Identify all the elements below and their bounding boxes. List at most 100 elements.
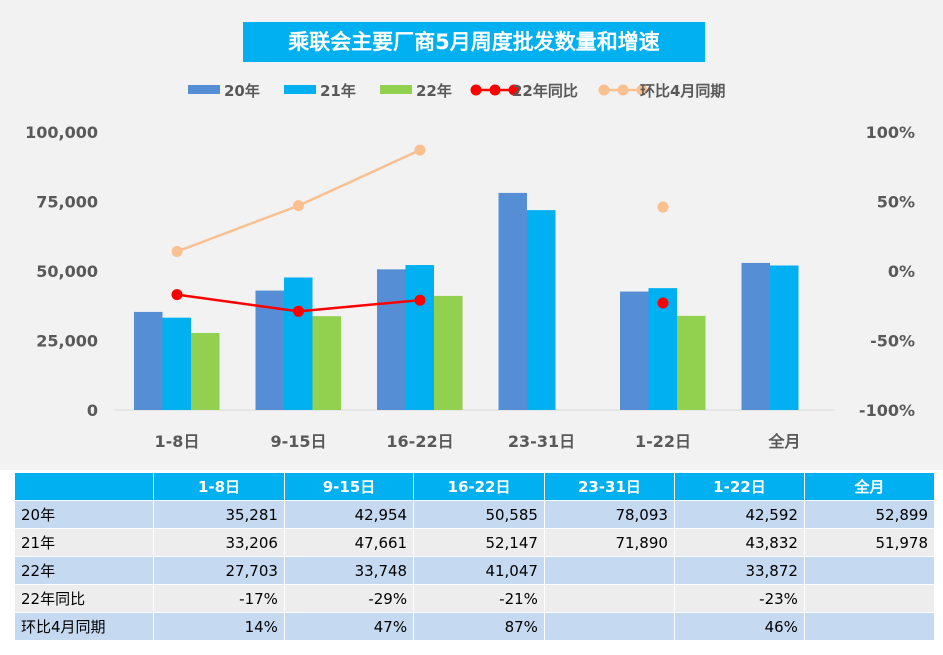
legend-marker-22年同比 — [470, 84, 482, 96]
bar-20年 — [741, 262, 770, 410]
legend-marker-环比4月同期 — [636, 84, 648, 96]
bar-21年 — [527, 210, 556, 410]
bar-21年 — [770, 265, 799, 410]
table-cell: -17% — [153, 584, 285, 613]
x-tick-label: 23-31日 — [508, 432, 575, 451]
bar-20年 — [377, 269, 406, 410]
table-header-row: 1-8日 9-15日 16-22日 23-31日 1-22日 全月 — [13, 472, 936, 501]
right-tick-label: 100% — [866, 123, 915, 142]
legend-swatch-21年 — [284, 85, 316, 94]
table-cell: 52,899 — [803, 500, 936, 529]
table-cell: 33,748 — [283, 556, 415, 585]
column-header: 1-22日 — [673, 472, 805, 501]
table-cell — [543, 556, 675, 585]
row-label: 22年 — [13, 556, 155, 585]
table-cell: 33,206 — [153, 528, 285, 557]
legend-label: 20年 — [224, 82, 260, 100]
table-cell: 78,093 — [543, 500, 675, 529]
table-row: 22年 27,703 33,748 41,047 33,872 — [13, 556, 936, 585]
point-22年同比 — [293, 305, 304, 317]
left-tick-label: 0 — [87, 401, 98, 420]
bar-20年 — [498, 192, 527, 410]
right-tick-label: -50% — [870, 332, 915, 351]
x-tick-label: 16-22日 — [386, 432, 453, 451]
x-tick-label: 1-22日 — [635, 432, 691, 451]
right-tick-label: 0% — [888, 262, 915, 281]
bar-20年 — [620, 291, 649, 410]
table-cell: -29% — [283, 584, 415, 613]
table-cell: -23% — [673, 584, 805, 613]
table-cell: 42,592 — [673, 500, 805, 529]
table-cell: 33,872 — [673, 556, 805, 585]
table-cell: -21% — [413, 584, 545, 613]
table-cell: 47% — [283, 612, 415, 641]
point-22年同比 — [171, 289, 183, 301]
bar-20年 — [255, 290, 284, 410]
table-cell: 71,890 — [543, 528, 675, 557]
column-header: 全月 — [803, 472, 936, 501]
left-tick-label: 25,000 — [36, 332, 98, 351]
table-cell: 51,978 — [803, 528, 936, 557]
bar-22年 — [312, 316, 341, 410]
legend-marker-环比4月同期 — [617, 84, 629, 96]
bar-21年 — [162, 317, 191, 410]
legend-marker-环比4月同期 — [598, 84, 610, 96]
legend-label: 22年 — [416, 82, 452, 100]
table-cell — [803, 556, 936, 585]
table-cell: 42,954 — [283, 500, 415, 529]
right-tick-label: 50% — [877, 193, 915, 212]
legend-marker-22年同比 — [489, 84, 501, 96]
legend-swatch-22年 — [380, 85, 412, 94]
bar-20年 — [134, 311, 163, 410]
legend-label: 21年 — [320, 82, 356, 100]
column-header: 23-31日 — [543, 472, 675, 501]
row-label: 环比4月同期 — [13, 612, 155, 641]
table-cell: 46% — [673, 612, 805, 641]
table-cell — [803, 584, 936, 613]
table-cell: 14% — [153, 612, 285, 641]
combo-chart: 0 25,000 50,000 75,000 100,000 -100% -50% 0% 50%… — [25, 82, 915, 451]
table-row: 20年 35,281 42,954 50,585 78,093 42,592 52,899 — [13, 500, 936, 529]
chart-area: 乘联会主要厂商5月周度批发数量和增速 0 25,000 50,000 75,000 10… — [0, 0, 943, 470]
point-环比4月同期 — [293, 200, 304, 212]
table-cell — [543, 584, 675, 613]
row-label: 22年同比 — [13, 584, 155, 613]
point-环比4月同期 — [171, 246, 183, 258]
point-环比4月同期 — [657, 201, 669, 213]
column-header — [13, 472, 155, 501]
bar-22年 — [191, 332, 220, 410]
column-header: 9-15日 — [283, 472, 415, 501]
bar-21年 — [405, 265, 434, 410]
chart-title: 乘联会主要厂商5月周度批发数量和增速 — [243, 22, 705, 62]
left-tick-label: 100,000 — [25, 123, 98, 142]
left-tick-label: 50,000 — [36, 262, 98, 281]
legend-marker-22年同比 — [508, 84, 520, 96]
table-cell: 27,703 — [153, 556, 285, 585]
table-cell: 43,832 — [673, 528, 805, 557]
table-row: 21年 33,206 47,661 52,147 71,890 43,832 51,978 — [13, 528, 936, 557]
point-22年同比 — [414, 294, 426, 306]
table-cell: 87% — [413, 612, 545, 641]
data-table: 1-8日 9-15日 16-22日 23-31日 1-22日 全月 20年 35,281 42,… — [13, 472, 936, 641]
table-cell: 41,047 — [413, 556, 545, 585]
column-header: 16-22日 — [413, 472, 545, 501]
table-cell — [543, 612, 675, 641]
x-tick-label: 9-15日 — [270, 432, 326, 451]
point-环比4月同期 — [414, 144, 426, 156]
table-cell: 50,585 — [413, 500, 545, 529]
left-tick-label: 75,000 — [36, 193, 98, 212]
legend-label: 22年同比 — [512, 82, 578, 100]
right-tick-label: -100% — [859, 401, 915, 420]
point-22年同比 — [657, 297, 669, 309]
row-label: 21年 — [13, 528, 155, 557]
table-cell: 35,281 — [153, 500, 285, 529]
table-row: 环比4月同期 14% 47% 87% 46% — [13, 612, 936, 641]
x-tick-label: 全月 — [767, 432, 800, 451]
legend-label: 环比4月同期 — [640, 82, 725, 100]
table-cell: 52,147 — [413, 528, 545, 557]
row-label: 20年 — [13, 500, 155, 529]
table-row: 22年同比 -17% -29% -21% -23% — [13, 584, 936, 613]
x-tick-label: 1-8日 — [155, 432, 200, 451]
table-cell: 47,661 — [283, 528, 415, 557]
legend-swatch-20年 — [188, 85, 220, 94]
